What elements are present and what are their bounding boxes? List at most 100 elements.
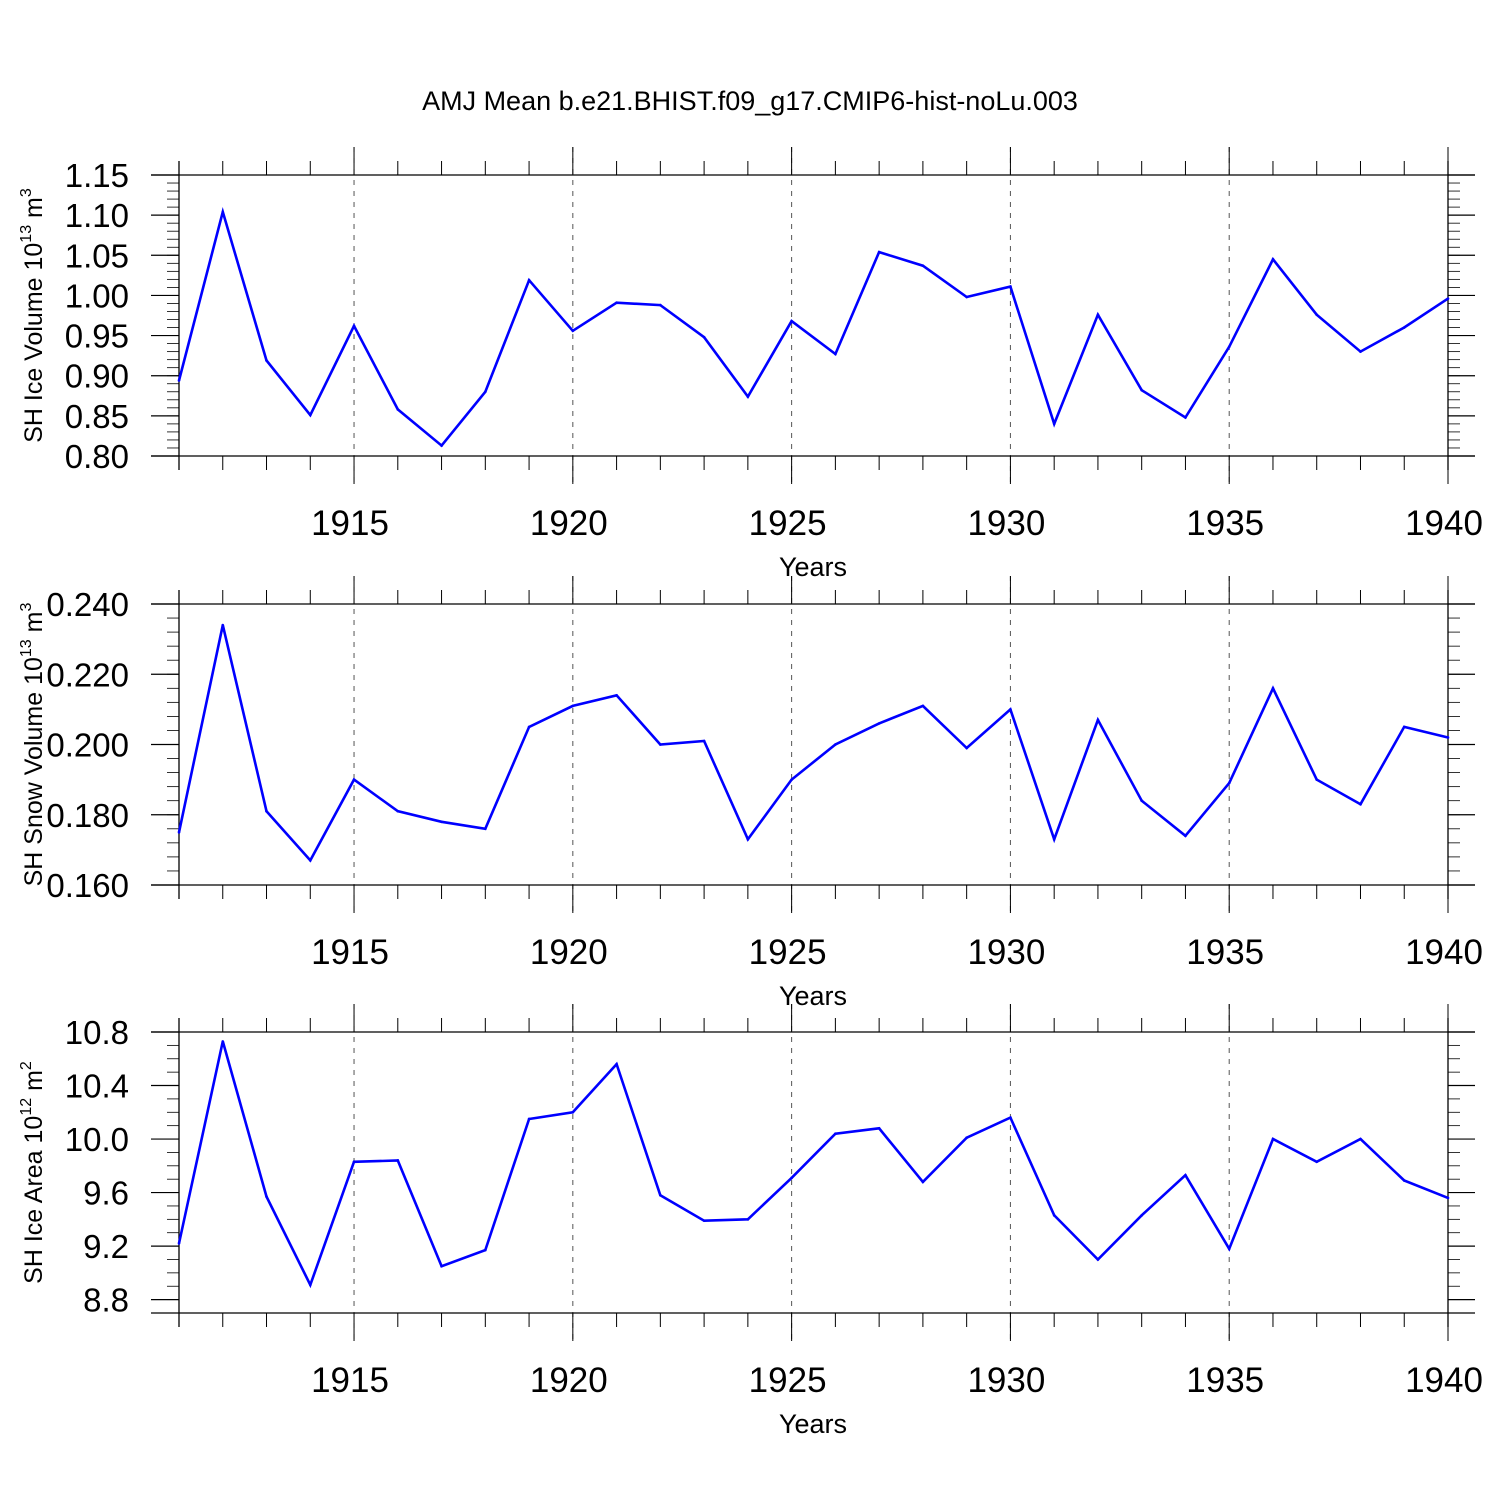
series-line: [177, 1041, 1449, 1289]
data-point: [221, 210, 225, 214]
data-point: [615, 301, 618, 304]
data-point: [396, 408, 400, 411]
data-point: [921, 704, 925, 708]
data-point: [1140, 1214, 1143, 1217]
data-point: [1402, 1179, 1406, 1182]
data-point: [1009, 708, 1012, 711]
data-point: [1140, 799, 1143, 802]
data-point: [352, 1160, 356, 1164]
x-axis-label: Years: [779, 552, 847, 582]
data-point: [702, 1219, 706, 1222]
data-point: [834, 352, 837, 356]
data-point: [1359, 802, 1362, 806]
chart-title: AMJ Mean b.e21.BHIST.f09_g17.CMIP6-hist-…: [422, 86, 1078, 116]
data-point: [396, 1159, 400, 1162]
data-point: [1402, 326, 1406, 329]
data-point: [177, 379, 181, 382]
data-point: [308, 413, 312, 417]
data-point: [1359, 1137, 1362, 1141]
data-point: [1315, 778, 1319, 781]
data-point: [921, 1180, 925, 1184]
data-point: [571, 329, 575, 333]
data-point: [440, 820, 443, 824]
data-point: [1140, 388, 1143, 392]
data-point: [746, 395, 750, 398]
data-point: [1052, 422, 1056, 426]
y-axis-label: SH Ice Area 1012 m2: [18, 1061, 48, 1284]
data-point: [527, 725, 531, 729]
y-tick-label: 9.2: [83, 1228, 129, 1265]
y-tick-label: 0.220: [46, 656, 129, 693]
x-tick-label: 1930: [967, 933, 1045, 972]
data-point: [484, 1248, 487, 1252]
x-tick-label: 1920: [530, 1361, 608, 1400]
y-tick-label: 1.00: [65, 277, 129, 314]
data-point: [702, 335, 706, 339]
data-point: [877, 1127, 881, 1130]
chart-panels: 1915 1920 1925 1930 1935 1940Years0.800.850.9…: [18, 147, 1483, 1439]
data-point: [1446, 1196, 1450, 1200]
data-point: [1052, 1214, 1056, 1217]
y-axis-label: SH Snow Volume 1013 m3: [18, 603, 48, 887]
x-tick-label: 1935: [1186, 933, 1264, 972]
data-point: [265, 1195, 268, 1198]
data-point: [1009, 1116, 1012, 1119]
data-point: [440, 444, 443, 447]
x-tick-label: 1915: [311, 1361, 389, 1400]
y-tick-label: 0.160: [46, 867, 129, 904]
data-point: [834, 1132, 837, 1135]
data-point: [1184, 416, 1187, 419]
data-point: [1446, 297, 1450, 300]
data-point: [177, 1242, 181, 1245]
data-point: [1446, 736, 1450, 739]
y-tick-label: 10.4: [65, 1068, 129, 1105]
x-tick-label: 1935: [1186, 504, 1264, 543]
data-point: [1096, 718, 1100, 722]
x-tick-label: 1920: [530, 933, 608, 972]
data-point: [746, 1218, 750, 1221]
series-line: [177, 624, 1449, 863]
x-tick-label: 1925: [749, 933, 827, 972]
chart-panel-2: 1915 1920 1925 1930 1935 1940 Years 0.160 0.180 0…: [18, 576, 1483, 1011]
x-tick-label: 1940: [1405, 504, 1483, 543]
data-point: [308, 859, 312, 862]
data-point: [615, 1062, 618, 1066]
data-point: [484, 390, 487, 394]
y-tick-label: 9.6: [83, 1175, 129, 1212]
data-point: [1096, 1258, 1100, 1261]
data-point: [527, 1117, 531, 1121]
data-point: [1271, 258, 1275, 261]
data-point: [1052, 838, 1056, 841]
x-tick-label: 1940: [1405, 933, 1483, 972]
data-point: [746, 838, 750, 841]
x-tick-label: 1925: [749, 504, 827, 543]
data-point: [1096, 313, 1100, 316]
data-point: [659, 743, 662, 746]
y-tick-label: 0.240: [46, 586, 129, 623]
data-point: [1271, 1137, 1275, 1141]
data-point: [790, 1176, 793, 1180]
x-tick-label: 1935: [1186, 1361, 1264, 1400]
data-point: [308, 1283, 312, 1287]
x-tick-label: 1930: [967, 504, 1045, 543]
x-axis-label: Years: [779, 1409, 847, 1439]
data-point: [659, 303, 662, 307]
y-tick-label: 1.15: [65, 157, 129, 194]
data-point: [965, 746, 968, 750]
y-tick-label: 1.05: [65, 237, 129, 274]
x-tick-label: 1915: [311, 504, 389, 543]
data-point: [1402, 725, 1406, 729]
data-point: [352, 324, 356, 328]
y-tick-label: 0.180: [46, 797, 129, 834]
data-point: [352, 778, 356, 781]
data-point: [484, 827, 487, 831]
y-tick-label: 1.10: [65, 197, 129, 234]
data-point: [877, 250, 881, 254]
data-point: [1009, 285, 1012, 288]
data-point: [921, 264, 925, 268]
data-point: [1271, 687, 1275, 690]
data-point: [527, 278, 531, 282]
data-point: [571, 704, 575, 708]
chart-panel-3: 1915 1920 1925 1930 1935 1940 Years 8.8 9.2 9.6 10…: [18, 1004, 1483, 1439]
